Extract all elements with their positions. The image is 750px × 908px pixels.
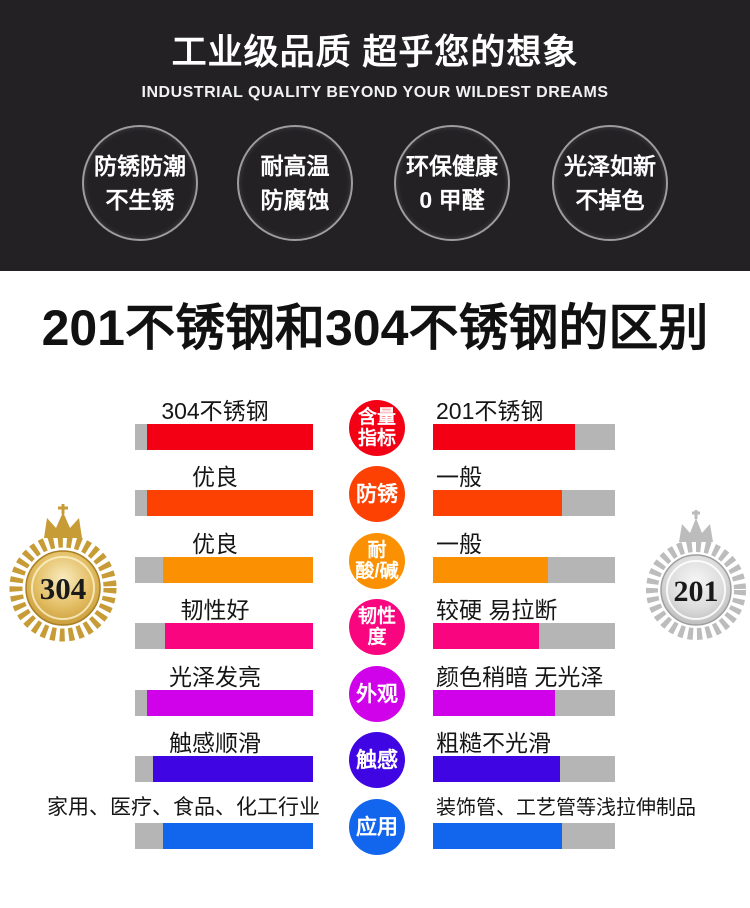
metric-circle: 触感 <box>349 732 405 788</box>
metric-label: 含量 <box>357 407 396 428</box>
metric-label: 应用 <box>356 815 398 839</box>
metric-label: 酸/碱 <box>355 561 399 582</box>
right-bar <box>433 623 615 649</box>
metric-circle: 应用 <box>349 799 405 855</box>
metric-label: 韧性 <box>357 606 396 627</box>
feature-line: 光泽如新 <box>564 153 656 179</box>
left-bar <box>135 690 313 716</box>
left-bar-fill <box>147 690 313 716</box>
right-value-label: 201不锈钢 <box>436 398 544 424</box>
section-title: 201不锈钢和304不锈钢的区别 <box>41 300 709 356</box>
metric-label: 指标 <box>357 428 396 449</box>
left-value-label: 304不锈钢 <box>161 398 269 424</box>
gold-medal-304-icon: 304 <box>9 504 117 642</box>
right-value-label: 装饰管、工艺管等浅拉伸制品 <box>436 797 696 819</box>
metric-circle: 耐 酸/碱 <box>349 533 405 589</box>
left-bar <box>135 756 313 782</box>
left-value-label: 家用、医疗、食品、化工行业 <box>47 796 320 819</box>
metric-circle: 外观 <box>349 666 405 722</box>
feature-circle-eco: 环保健康 0 甲醛 <box>394 125 510 241</box>
comparison-row-application: 家用、医疗、食品、化工行业 装饰管、工艺管等浅拉伸制品 应用 <box>0 789 750 855</box>
left-bar <box>135 424 313 450</box>
gold-medal-label: 304 <box>40 571 87 606</box>
comparison-row-toughness: 韧性好 较硬 易拉断 韧性 度 <box>0 589 750 655</box>
silver-medal-label: 201 <box>674 575 719 608</box>
comparison-row-acid: 优良 一般 耐 酸/碱 <box>0 523 750 589</box>
right-bar-fill <box>433 756 561 782</box>
metric-label: 外观 <box>356 682 398 706</box>
feature-line: 防锈防潮 <box>94 153 186 179</box>
feature-line: 不生锈 <box>105 187 175 213</box>
right-value-label: 粗糙不光滑 <box>436 730 551 756</box>
right-value-label: 颜色稍暗 无光泽 <box>436 664 604 690</box>
feature-line: 环保健康 <box>406 153 498 179</box>
right-bar-fill <box>433 490 563 516</box>
hero-section: 工业级品质 超乎您的想象 INDUSTRIAL QUALITY BEYOND Y… <box>0 0 750 271</box>
right-bar-fill <box>433 823 563 849</box>
left-value-label: 优良 <box>192 464 238 490</box>
comparison-row-rust: 优良 一般 防锈 <box>0 456 750 522</box>
feature-line: 防腐蚀 <box>260 187 330 213</box>
feature-line: 不掉色 <box>575 187 645 213</box>
comparison-row-appearance: 光泽发亮 颜色稍暗 无光泽 外观 <box>0 656 750 722</box>
hero-title: 工业级品质 超乎您的想象 <box>171 33 579 72</box>
left-bar-fill <box>163 557 313 583</box>
left-bar-fill <box>163 823 313 849</box>
left-bar-fill <box>165 623 313 649</box>
left-value-label: 触感顺滑 <box>169 730 261 756</box>
feature-circle-rustproof: 防锈防潮 不生锈 <box>82 125 198 241</box>
feature-line: 耐高温 <box>260 153 330 179</box>
metric-label: 耐 <box>367 540 387 561</box>
right-bar <box>433 490 615 516</box>
right-bar-fill <box>433 557 548 583</box>
right-value-label: 一般 <box>436 531 482 557</box>
left-bar <box>135 490 313 516</box>
metric-label: 触感 <box>356 748 398 772</box>
feature-circle-heatproof: 耐高温 防腐蚀 <box>237 125 353 241</box>
right-bar <box>433 424 615 450</box>
metric-circle: 含量 指标 <box>349 400 405 456</box>
left-bar-fill <box>147 424 313 450</box>
right-bar-fill <box>433 690 555 716</box>
silver-medal-201-icon: 201 <box>646 510 746 640</box>
right-bar <box>433 756 615 782</box>
left-bar <box>135 623 313 649</box>
feature-circle-gloss: 光泽如新 不掉色 <box>552 125 668 241</box>
right-bar <box>433 690 615 716</box>
right-bar-fill <box>433 424 575 450</box>
comparison-row-touch: 触感顺滑 粗糙不光滑 触感 <box>0 722 750 788</box>
left-bar-fill <box>152 756 313 782</box>
left-bar <box>135 823 313 849</box>
right-value-label: 一般 <box>436 464 482 490</box>
left-value-label: 光泽发亮 <box>169 664 261 690</box>
right-value-label: 较硬 易拉断 <box>436 597 558 623</box>
left-bar <box>135 557 313 583</box>
right-bar-fill <box>433 623 539 649</box>
feature-line: 0 甲醛 <box>419 187 485 213</box>
left-value-label: 优良 <box>192 531 238 557</box>
right-bar <box>433 823 615 849</box>
left-bar-fill <box>147 490 313 516</box>
metric-circle: 韧性 度 <box>349 599 405 655</box>
right-bar <box>433 557 615 583</box>
left-value-label: 韧性好 <box>180 597 250 623</box>
metric-circle: 防锈 <box>349 466 405 522</box>
metric-label: 度 <box>367 627 387 648</box>
metric-label: 防锈 <box>356 482 398 506</box>
comparison-row-content: 304不锈钢 201不锈钢 含量 指标 <box>0 390 750 456</box>
hero-subtitle: INDUSTRIAL QUALITY BEYOND YOUR WILDEST D… <box>141 84 609 101</box>
